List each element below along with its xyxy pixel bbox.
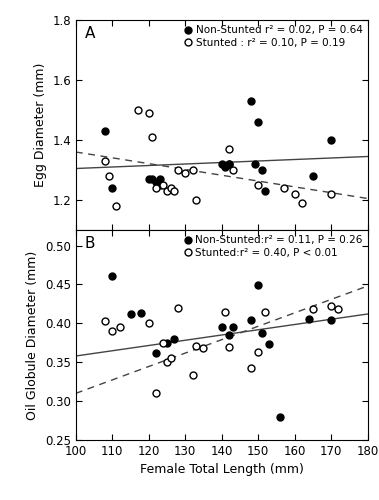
X-axis label: Female Total Length (mm): Female Total Length (mm) — [140, 464, 304, 476]
Non-Stunted:r² = 0.11, P = 0.26 — [230, 324, 235, 330]
Non-Stunted r² = 0.02, P = 0.64 — [263, 188, 268, 194]
Stunted:r² = 0.40, P < 0.01 — [110, 328, 114, 334]
Non-Stunted:r² = 0.11, P = 0.26 — [278, 414, 282, 420]
Non-Stunted:r² = 0.11, P = 0.26 — [256, 282, 260, 288]
Stunted : r² = 0.10, P = 0.19: (124, 1.25): r² = 0.10, P = 0.19: (124, 1.25) — [161, 182, 166, 188]
Stunted : r² = 0.10, P = 0.19: (162, 1.19): r² = 0.10, P = 0.19: (162, 1.19) — [300, 200, 304, 206]
Non-Stunted r² = 0.02, P = 0.64 — [223, 164, 228, 170]
Stunted : r² = 0.10, P = 0.19: (150, 1.25): r² = 0.10, P = 0.19: (150, 1.25) — [256, 182, 260, 188]
Non-Stunted:r² = 0.11, P = 0.26 — [307, 316, 312, 322]
Stunted : r² = 0.10, P = 0.19: (142, 1.37): r² = 0.10, P = 0.19: (142, 1.37) — [227, 146, 231, 152]
Stunted : r² = 0.10, P = 0.19: (157, 1.24): r² = 0.10, P = 0.19: (157, 1.24) — [282, 185, 286, 191]
Stunted : r² = 0.10, P = 0.19: (120, 1.49): r² = 0.10, P = 0.19: (120, 1.49) — [147, 110, 151, 116]
Stunted : r² = 0.10, P = 0.19: (117, 1.5): r² = 0.10, P = 0.19: (117, 1.5) — [136, 107, 140, 113]
Non-Stunted:r² = 0.11, P = 0.26 — [110, 273, 114, 279]
Stunted:r² = 0.40, P < 0.01 — [223, 310, 228, 316]
Non-Stunted:r² = 0.11, P = 0.26 — [267, 340, 271, 346]
Non-Stunted:r² = 0.11, P = 0.26 — [139, 310, 144, 316]
Non-Stunted r² = 0.02, P = 0.64 — [154, 179, 158, 185]
Non-Stunted:r² = 0.11, P = 0.26 — [128, 311, 133, 317]
Stunted:r² = 0.40, P < 0.01 — [194, 343, 199, 349]
Non-Stunted r² = 0.02, P = 0.64 — [260, 167, 264, 173]
Stunted:r² = 0.40, P < 0.01 — [176, 305, 180, 311]
Line: Non-Stunted:r² = 0.11, P = 0.26: Non-Stunted:r² = 0.11, P = 0.26 — [109, 272, 335, 420]
Non-Stunted r² = 0.02, P = 0.64 — [157, 176, 162, 182]
Non-Stunted:r² = 0.11, P = 0.26 — [165, 340, 169, 346]
Y-axis label: Oil Globule Diameter (mm): Oil Globule Diameter (mm) — [27, 250, 39, 420]
Text: A: A — [85, 26, 95, 42]
Non-Stunted:r² = 0.11, P = 0.26 — [260, 330, 264, 336]
Non-Stunted:r² = 0.11, P = 0.26 — [249, 317, 253, 323]
Non-Stunted r² = 0.02, P = 0.64 — [110, 185, 114, 191]
Stunted : r² = 0.10, P = 0.19: (127, 1.23): r² = 0.10, P = 0.19: (127, 1.23) — [172, 188, 177, 194]
Stunted:r² = 0.40, P < 0.01 — [147, 320, 151, 326]
Y-axis label: Egg Diameter (mm): Egg Diameter (mm) — [34, 63, 47, 187]
Stunted : r² = 0.10, P = 0.19: (170, 1.22): r² = 0.10, P = 0.19: (170, 1.22) — [329, 191, 334, 197]
Stunted : r² = 0.10, P = 0.19: (126, 1.24): r² = 0.10, P = 0.19: (126, 1.24) — [168, 185, 173, 191]
Non-Stunted r² = 0.02, P = 0.64 — [227, 161, 231, 167]
Stunted:r² = 0.40, P < 0.01 — [190, 372, 195, 378]
Stunted:r² = 0.40, P < 0.01 — [201, 345, 206, 351]
Non-Stunted r² = 0.02, P = 0.64 — [329, 137, 334, 143]
Non-Stunted r² = 0.02, P = 0.64 — [227, 161, 231, 167]
Text: B: B — [85, 236, 95, 252]
Non-Stunted r² = 0.02, P = 0.64 — [147, 176, 151, 182]
Stunted:r² = 0.40, P < 0.01 — [336, 306, 341, 312]
Stunted : r² = 0.10, P = 0.19: (143, 1.3): r² = 0.10, P = 0.19: (143, 1.3) — [230, 167, 235, 173]
Non-Stunted:r² = 0.11, P = 0.26 — [154, 350, 158, 356]
Stunted:r² = 0.40, P < 0.01 — [227, 344, 231, 349]
Stunted : r² = 0.10, P = 0.19: (130, 1.29): r² = 0.10, P = 0.19: (130, 1.29) — [183, 170, 188, 176]
Line: Stunted : r² = 0.10, P = 0.19: Stunted : r² = 0.10, P = 0.19 — [102, 106, 335, 210]
Stunted : r² = 0.10, P = 0.19: (108, 1.33): r² = 0.10, P = 0.19: (108, 1.33) — [103, 158, 107, 164]
Legend: Non-Stunted r² = 0.02, P = 0.64, Stunted : r² = 0.10, P = 0.19: Non-Stunted r² = 0.02, P = 0.64, Stunted… — [182, 23, 365, 50]
Non-Stunted r² = 0.02, P = 0.64 — [219, 161, 224, 167]
Stunted:r² = 0.40, P < 0.01 — [256, 349, 260, 355]
Non-Stunted r² = 0.02, P = 0.64 — [256, 119, 260, 125]
Non-Stunted r² = 0.02, P = 0.64 — [252, 161, 257, 167]
Line: Non-Stunted r² = 0.02, P = 0.64: Non-Stunted r² = 0.02, P = 0.64 — [102, 98, 335, 194]
Line: Stunted:r² = 0.40, P < 0.01: Stunted:r² = 0.40, P < 0.01 — [102, 303, 342, 396]
Stunted:r² = 0.40, P < 0.01 — [329, 303, 334, 309]
Stunted : r² = 0.10, P = 0.19: (160, 1.22): r² = 0.10, P = 0.19: (160, 1.22) — [293, 191, 297, 197]
Stunted : r² = 0.10, P = 0.19: (133, 1.2): r² = 0.10, P = 0.19: (133, 1.2) — [194, 197, 199, 203]
Stunted:r² = 0.40, P < 0.01 — [168, 354, 173, 360]
Stunted:r² = 0.40, P < 0.01 — [263, 308, 268, 314]
Non-Stunted r² = 0.02, P = 0.64 — [150, 176, 155, 182]
Stunted:r² = 0.40, P < 0.01 — [103, 318, 107, 324]
Stunted : r² = 0.10, P = 0.19: (128, 1.3): r² = 0.10, P = 0.19: (128, 1.3) — [176, 167, 180, 173]
Stunted:r² = 0.40, P < 0.01 — [311, 306, 315, 312]
Stunted : r² = 0.10, P = 0.19: (111, 1.18): r² = 0.10, P = 0.19: (111, 1.18) — [114, 203, 118, 209]
Stunted:r² = 0.40, P < 0.01 — [161, 340, 166, 346]
Non-Stunted r² = 0.02, P = 0.64 — [249, 98, 253, 104]
Stunted : r² = 0.10, P = 0.19: (109, 1.28): r² = 0.10, P = 0.19: (109, 1.28) — [106, 173, 111, 179]
Stunted:r² = 0.40, P < 0.01 — [165, 359, 169, 365]
Non-Stunted r² = 0.02, P = 0.64 — [157, 182, 162, 188]
Stunted : r² = 0.10, P = 0.19: (132, 1.3): r² = 0.10, P = 0.19: (132, 1.3) — [190, 167, 195, 173]
Non-Stunted r² = 0.02, P = 0.64 — [311, 173, 315, 179]
Stunted:r² = 0.40, P < 0.01 — [154, 390, 158, 396]
Non-Stunted:r² = 0.11, P = 0.26 — [329, 317, 334, 323]
Stunted:r² = 0.40, P < 0.01 — [249, 366, 253, 372]
Stunted : r² = 0.10, P = 0.19: (121, 1.41): r² = 0.10, P = 0.19: (121, 1.41) — [150, 134, 155, 140]
Non-Stunted:r² = 0.11, P = 0.26 — [172, 336, 177, 342]
Non-Stunted:r² = 0.11, P = 0.26 — [219, 324, 224, 330]
Stunted:r² = 0.40, P < 0.01 — [117, 324, 122, 330]
Legend: Non-Stunted:r² = 0.11, P = 0.26, Stunted:r² = 0.40, P < 0.01: Non-Stunted:r² = 0.11, P = 0.26, Stunted… — [182, 233, 365, 260]
Stunted : r² = 0.10, P = 0.19: (122, 1.24): r² = 0.10, P = 0.19: (122, 1.24) — [154, 185, 158, 191]
Stunted : r² = 0.10, P = 0.19: (125, 1.23): r² = 0.10, P = 0.19: (125, 1.23) — [165, 188, 169, 194]
Non-Stunted r² = 0.02, P = 0.64 — [103, 128, 107, 134]
Non-Stunted:r² = 0.11, P = 0.26 — [227, 332, 231, 338]
